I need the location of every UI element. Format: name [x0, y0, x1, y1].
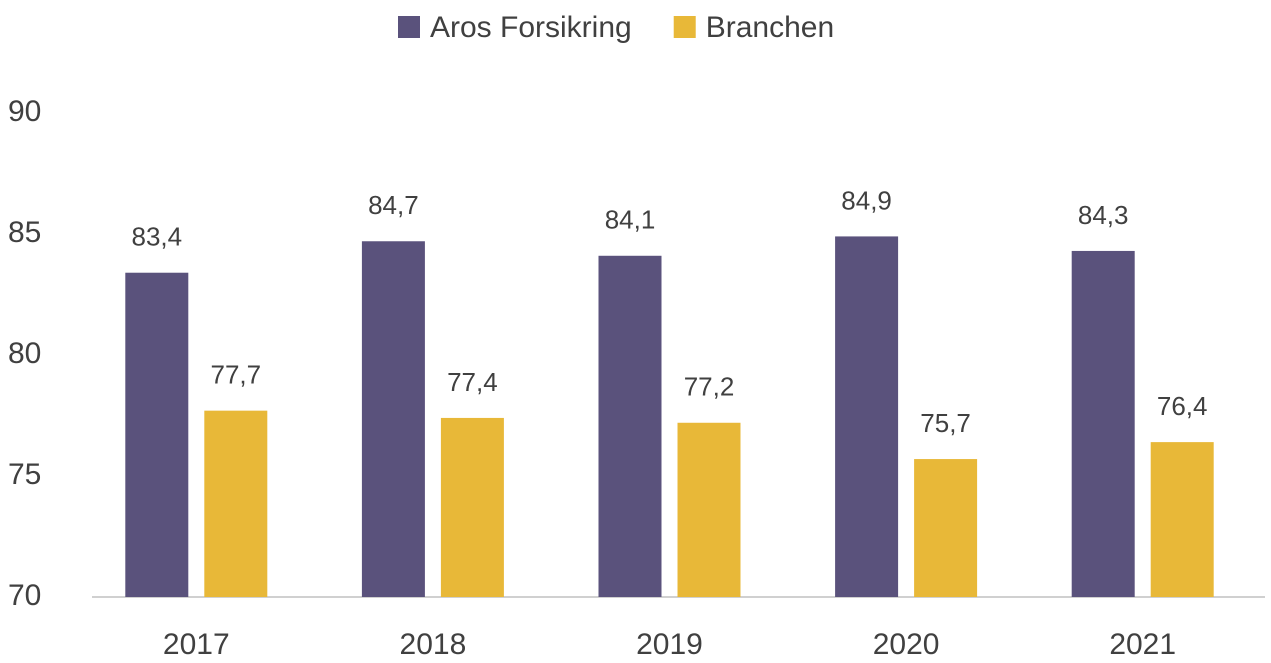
data-label: 84,9: [841, 185, 892, 215]
x-tick-label: 2020: [873, 628, 940, 661]
y-tick-label: 70: [8, 579, 41, 612]
bar: [835, 236, 899, 598]
legend-swatch: [673, 16, 696, 38]
data-label: 84,3: [1078, 200, 1129, 230]
bar: [125, 272, 189, 597]
bar: [677, 422, 741, 597]
legend-label: Branchen: [706, 11, 834, 44]
y-tick-label: 90: [8, 95, 41, 128]
legend-swatch: [398, 16, 420, 38]
data-label: 77,4: [447, 367, 498, 397]
data-label: 77,7: [210, 360, 261, 390]
data-label: 77,2: [684, 372, 735, 402]
data-label: 84,7: [368, 190, 419, 220]
bar: [204, 410, 268, 597]
bar: [914, 459, 978, 597]
data-label: 76,4: [1157, 391, 1208, 421]
x-tick-label: 2019: [636, 628, 703, 661]
bar: [1071, 250, 1135, 597]
y-tick-label: 85: [8, 216, 41, 249]
x-tick-label: 2018: [400, 628, 467, 661]
y-tick-label: 80: [8, 337, 41, 370]
bar: [440, 417, 504, 597]
x-tick-label: 2017: [163, 628, 230, 661]
data-label: 75,7: [920, 408, 971, 438]
bar: [1150, 442, 1214, 597]
legend-label: Aros Forsikring: [430, 11, 632, 44]
x-tick-label: 2021: [1109, 628, 1176, 661]
data-label: 84,1: [605, 205, 656, 235]
y-tick-label: 75: [8, 458, 41, 491]
data-label: 83,4: [131, 222, 182, 252]
bar: [361, 241, 425, 597]
bar: [598, 255, 662, 597]
